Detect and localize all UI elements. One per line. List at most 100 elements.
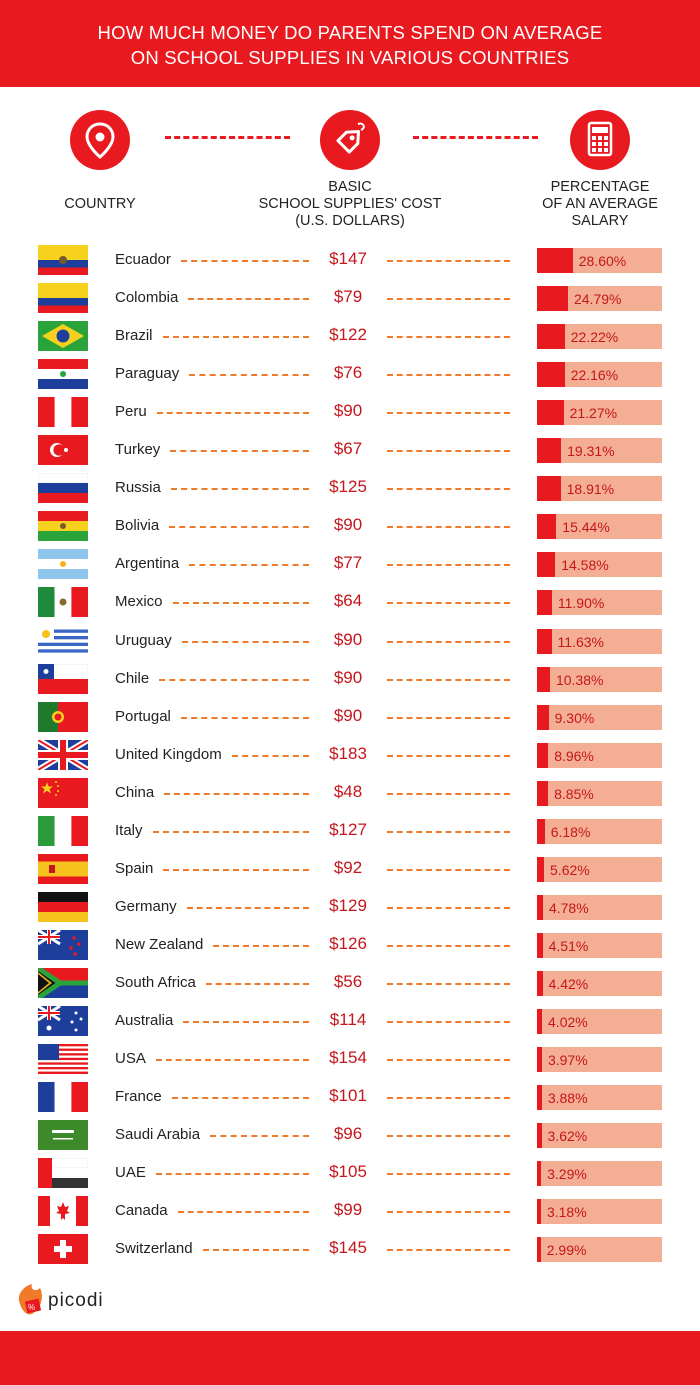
cost-value: $79 xyxy=(333,287,363,307)
percent-bar: 21.27% xyxy=(537,400,662,426)
france-flag xyxy=(38,1082,88,1113)
percent-label: 21.27% xyxy=(569,405,618,422)
leader-line xyxy=(159,678,309,681)
leader-line xyxy=(387,1059,510,1062)
percent-bar: 24.79% xyxy=(537,286,662,312)
percent-bar: 8.85% xyxy=(537,780,662,806)
bolivia-flag xyxy=(38,511,88,542)
cost-value: $92 xyxy=(333,857,363,877)
percent-bar: 3.97% xyxy=(537,1047,662,1073)
cost-value: $105 xyxy=(329,1162,367,1182)
leader-line xyxy=(387,716,510,719)
country-name: United Kingdom xyxy=(115,745,222,763)
percent-bar: 10.38% xyxy=(537,666,662,692)
percent-label: 8.96% xyxy=(554,747,594,764)
table-row: United Kingdom $183 8.96% xyxy=(0,737,700,775)
leader-line xyxy=(205,982,309,985)
spain-flag xyxy=(38,853,88,884)
table-row: Germany $129 4.78% xyxy=(0,889,700,927)
footer-banner xyxy=(0,1331,700,1385)
percent-label: 5.62% xyxy=(550,861,590,878)
percent-bar-fill xyxy=(537,1009,543,1034)
country-name: France xyxy=(115,1088,162,1106)
table-row: South Africa $56 4.42% xyxy=(0,965,700,1003)
table-row: Argentina $77 14.58% xyxy=(0,546,700,584)
leader-line xyxy=(155,1059,309,1062)
percent-label: 3.29% xyxy=(547,1166,587,1183)
location-pin-icon xyxy=(70,110,130,170)
percent-label: 3.97% xyxy=(547,1052,588,1069)
percent-bar-fill xyxy=(537,628,552,654)
cost-value: $90 xyxy=(333,667,363,687)
cost-value: $90 xyxy=(333,401,363,421)
percent-label: 2.99% xyxy=(546,1242,587,1259)
turkey-flag xyxy=(38,435,88,466)
percent-bar: 3.62% xyxy=(537,1123,662,1149)
country-name: Ecuador xyxy=(115,251,171,268)
percent-bar: 3.29% xyxy=(537,1161,662,1187)
country-name: China xyxy=(115,783,155,801)
percent-label: 19.31% xyxy=(567,443,615,460)
leader-line xyxy=(231,754,309,757)
italy-flag xyxy=(38,815,88,846)
table-row: UAE $105 3.29% xyxy=(0,1155,700,1193)
leader-line xyxy=(387,1021,510,1023)
cost-value: $125 xyxy=(329,477,367,497)
percent-label: 24.79% xyxy=(573,291,622,308)
percent-label: 22.16% xyxy=(570,367,619,384)
leader-line xyxy=(181,640,309,643)
country-name: Saudi Arabia xyxy=(115,1126,201,1144)
canada-flag xyxy=(38,1196,88,1227)
percent-label: 6.18% xyxy=(550,823,591,840)
table-row: Russia $125 18.91% xyxy=(0,470,700,508)
percent-label: 8.85% xyxy=(554,785,594,802)
leader-line xyxy=(387,678,510,681)
percent-label: 18.91% xyxy=(566,481,615,498)
russia-flag xyxy=(38,473,88,504)
leader-line xyxy=(164,792,309,795)
percent-bar-fill xyxy=(537,818,545,844)
paraguay-flag xyxy=(38,359,88,390)
table-row: Chile $90 10.38% xyxy=(0,661,700,699)
saudi-arabia-flag xyxy=(38,1120,88,1151)
column-header-percent: PERCENTAGE OF AN AVERAGE SALARY xyxy=(520,179,680,230)
cost-value: $129 xyxy=(329,895,367,915)
country-name: Argentina xyxy=(115,555,180,573)
percent-bar: 6.18% xyxy=(537,818,662,844)
percent-bar-fill xyxy=(537,970,543,996)
header-divider-left xyxy=(165,136,290,139)
table-row: Switzerland $145 2.99% xyxy=(0,1231,700,1269)
cost-value: $99 xyxy=(333,1200,363,1220)
country-name: New Zealand xyxy=(115,935,204,953)
percent-bar: 3.18% xyxy=(537,1199,662,1225)
percent-label: 4.51% xyxy=(548,937,589,954)
cost-value: $48 xyxy=(333,781,363,801)
cost-value: $145 xyxy=(329,1238,367,1258)
table-row: Turkey $67 19.31% xyxy=(0,432,700,470)
country-name: Mexico xyxy=(115,593,163,611)
percent-bar: 5.62% xyxy=(537,856,662,882)
percent-bar-fill xyxy=(537,476,561,502)
percent-bar: 4.02% xyxy=(537,1009,662,1034)
cost-header-line-3: (U.S. DOLLARS) xyxy=(295,213,405,229)
title-line-2: ON SCHOOL SUPPLIES IN VARIOUS COUNTRIES xyxy=(130,47,570,68)
percent-bar: 8.96% xyxy=(537,742,662,768)
percent-bar: 15.44% xyxy=(537,514,662,540)
chile-flag xyxy=(38,663,88,694)
leader-line xyxy=(177,1211,309,1214)
cost-value: $64 xyxy=(333,591,363,611)
percent-bar-fill xyxy=(537,1047,542,1073)
leader-line xyxy=(171,1097,309,1100)
column-header-country: COUNTRY xyxy=(64,196,136,212)
table-row: Saudi Arabia $96 3.62% xyxy=(0,1117,700,1155)
leader-line xyxy=(189,374,309,377)
leader-line xyxy=(202,1249,309,1252)
table-row: New Zealand $126 4.51% xyxy=(0,927,700,965)
country-name: Portugal xyxy=(115,707,171,725)
peru-flag xyxy=(38,397,88,428)
percent-bar: 22.16% xyxy=(537,362,662,388)
leader-line xyxy=(387,1249,510,1252)
leader-line xyxy=(387,830,510,833)
leader-line xyxy=(387,754,510,757)
country-name: Colombia xyxy=(115,289,179,307)
